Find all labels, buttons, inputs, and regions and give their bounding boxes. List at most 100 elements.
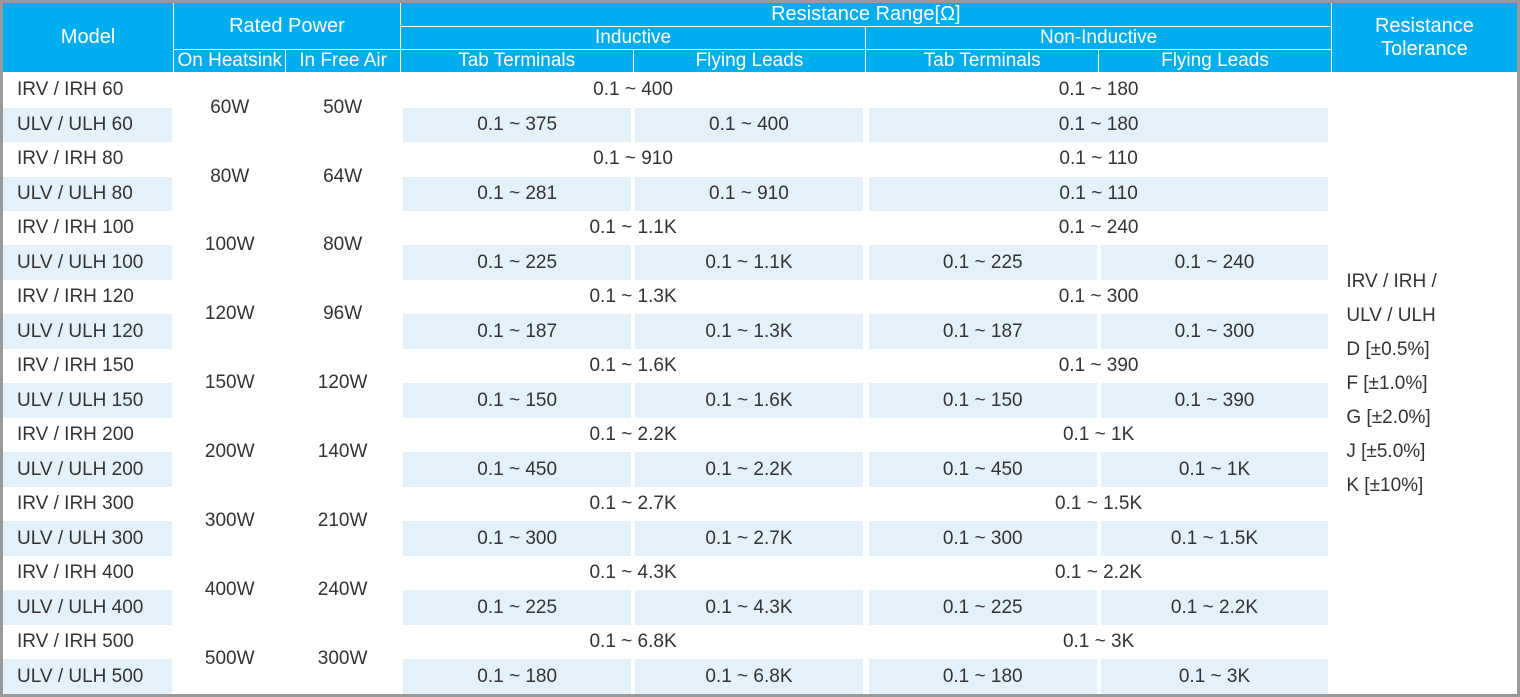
cell-non-inductive: 0.1 ~ 240 — [866, 211, 1332, 245]
cell-non-inductive: 0.1 ~ 110 — [866, 177, 1332, 211]
th-resistance-range: Resistance Range[Ω] — [400, 3, 1331, 27]
cell-inductive: 0.1 ~ 910 — [400, 142, 866, 176]
table-header: Model Rated Power Resistance Range[Ω] Re… — [3, 3, 1517, 73]
tolerance-cell: IRV / IRH /ULV / ULHD [±0.5%]F [±1.0%]G … — [1331, 73, 1517, 695]
th-nind-tab: Tab Terminals — [866, 50, 1099, 73]
cell-non-inductive: 0.1 ~ 390 — [866, 349, 1332, 383]
table-body: IRV / IRH 6060W50W0.1 ~ 4000.1 ~ 180IRV … — [3, 73, 1517, 695]
cell-ind-tab: 0.1 ~ 450 — [400, 452, 633, 486]
cell-inductive: 0.1 ~ 2.2K — [400, 418, 866, 452]
table-row: IRV / IRH 200200W140W0.1 ~ 2.2K0.1 ~ 1K — [3, 418, 1517, 452]
cell-model: ULV / ULH 60 — [3, 108, 174, 142]
cell-non-inductive: 0.1 ~ 3K — [866, 625, 1332, 659]
table-row: IRV / IRH 120120W96W0.1 ~ 1.3K0.1 ~ 300 — [3, 280, 1517, 314]
cell-free-air: 50W — [286, 73, 400, 143]
cell-heatsink: 120W — [174, 280, 286, 349]
cell-free-air: 80W — [286, 211, 400, 280]
cell-nind-tab: 0.1 ~ 300 — [866, 521, 1099, 555]
th-non-inductive: Non-Inductive — [866, 27, 1332, 50]
cell-ind-tab: 0.1 ~ 180 — [400, 659, 633, 694]
cell-model: IRV / IRH 200 — [3, 418, 174, 452]
th-model: Model — [3, 3, 174, 73]
cell-heatsink: 500W — [174, 625, 286, 694]
cell-heatsink: 300W — [174, 487, 286, 556]
cell-inductive: 0.1 ~ 6.8K — [400, 625, 866, 659]
cell-ind-tab: 0.1 ~ 300 — [400, 521, 633, 555]
cell-model: ULV / ULH 300 — [3, 521, 174, 555]
cell-ind-tab: 0.1 ~ 150 — [400, 383, 633, 417]
cell-ind-tab: 0.1 ~ 187 — [400, 314, 633, 348]
cell-model: IRV / IRH 80 — [3, 142, 174, 176]
cell-nind-fly: 0.1 ~ 2.2K — [1099, 590, 1332, 624]
cell-ind-tab: 0.1 ~ 225 — [400, 245, 633, 279]
th-ind-fly: Flying Leads — [633, 50, 866, 73]
th-nind-fly: Flying Leads — [1099, 50, 1332, 73]
cell-heatsink: 150W — [174, 349, 286, 418]
cell-ind-fly: 0.1 ~ 400 — [633, 108, 866, 142]
table-row: IRV / IRH 400400W240W0.1 ~ 4.3K0.1 ~ 2.2… — [3, 556, 1517, 590]
cell-inductive: 0.1 ~ 1.1K — [400, 211, 866, 245]
cell-ind-fly: 0.1 ~ 1.6K — [633, 383, 866, 417]
cell-ind-fly: 0.1 ~ 1.1K — [633, 245, 866, 279]
table-row: IRV / IRH 6060W50W0.1 ~ 4000.1 ~ 180IRV … — [3, 73, 1517, 108]
cell-model: IRV / IRH 60 — [3, 73, 174, 108]
cell-heatsink: 100W — [174, 211, 286, 280]
cell-heatsink: 80W — [174, 142, 286, 211]
cell-free-air: 96W — [286, 280, 400, 349]
cell-ind-fly: 0.1 ~ 2.2K — [633, 452, 866, 486]
table-row: IRV / IRH 300300W210W0.1 ~ 2.7K0.1 ~ 1.5… — [3, 487, 1517, 521]
cell-free-air: 240W — [286, 556, 400, 625]
table-row: IRV / IRH 8080W64W0.1 ~ 9100.1 ~ 110 — [3, 142, 1517, 176]
cell-non-inductive: 0.1 ~ 1.5K — [866, 487, 1332, 521]
cell-model: IRV / IRH 100 — [3, 211, 174, 245]
cell-model: ULV / ULH 80 — [3, 177, 174, 211]
cell-inductive: 0.1 ~ 2.7K — [400, 487, 866, 521]
cell-nind-tab: 0.1 ~ 187 — [866, 314, 1099, 348]
cell-model: ULV / ULH 200 — [3, 452, 174, 486]
cell-model: ULV / ULH 120 — [3, 314, 174, 348]
cell-ind-tab: 0.1 ~ 375 — [400, 108, 633, 142]
cell-ind-fly: 0.1 ~ 6.8K — [633, 659, 866, 694]
cell-free-air: 300W — [286, 625, 400, 694]
cell-model: IRV / IRH 150 — [3, 349, 174, 383]
th-rated-power: Rated Power — [174, 3, 401, 50]
cell-inductive: 0.1 ~ 1.6K — [400, 349, 866, 383]
cell-non-inductive: 0.1 ~ 2.2K — [866, 556, 1332, 590]
cell-model: ULV / ULH 150 — [3, 383, 174, 417]
th-on-heatsink: On Heatsink — [174, 50, 286, 73]
cell-nind-fly: 0.1 ~ 390 — [1099, 383, 1332, 417]
cell-non-inductive: 0.1 ~ 180 — [866, 73, 1332, 108]
cell-nind-fly: 0.1 ~ 240 — [1099, 245, 1332, 279]
cell-non-inductive: 0.1 ~ 1K — [866, 418, 1332, 452]
cell-model: ULV / ULH 100 — [3, 245, 174, 279]
cell-model: IRV / IRH 300 — [3, 487, 174, 521]
th-tolerance: Resistance Tolerance — [1331, 3, 1517, 73]
cell-heatsink: 400W — [174, 556, 286, 625]
cell-non-inductive: 0.1 ~ 180 — [866, 108, 1332, 142]
cell-free-air: 210W — [286, 487, 400, 556]
cell-nind-fly: 0.1 ~ 300 — [1099, 314, 1332, 348]
cell-nind-tab: 0.1 ~ 180 — [866, 659, 1099, 694]
cell-non-inductive: 0.1 ~ 300 — [866, 280, 1332, 314]
th-ind-tab: Tab Terminals — [400, 50, 633, 73]
cell-nind-fly: 0.1 ~ 1.5K — [1099, 521, 1332, 555]
table-row: IRV / IRH 500500W300W0.1 ~ 6.8K0.1 ~ 3K — [3, 625, 1517, 659]
cell-model: IRV / IRH 400 — [3, 556, 174, 590]
cell-inductive: 0.1 ~ 1.3K — [400, 280, 866, 314]
table-row: IRV / IRH 100100W80W0.1 ~ 1.1K0.1 ~ 240 — [3, 211, 1517, 245]
cell-ind-fly: 0.1 ~ 4.3K — [633, 590, 866, 624]
cell-inductive: 0.1 ~ 4.3K — [400, 556, 866, 590]
cell-nind-tab: 0.1 ~ 450 — [866, 452, 1099, 486]
cell-nind-tab: 0.1 ~ 225 — [866, 245, 1099, 279]
cell-heatsink: 200W — [174, 418, 286, 487]
cell-free-air: 64W — [286, 142, 400, 211]
cell-free-air: 140W — [286, 418, 400, 487]
cell-non-inductive: 0.1 ~ 110 — [866, 142, 1332, 176]
cell-ind-fly: 0.1 ~ 2.7K — [633, 521, 866, 555]
resistor-spec-table: Model Rated Power Resistance Range[Ω] Re… — [0, 0, 1520, 697]
cell-free-air: 120W — [286, 349, 400, 418]
cell-ind-tab: 0.1 ~ 281 — [400, 177, 633, 211]
cell-nind-fly: 0.1 ~ 3K — [1099, 659, 1332, 694]
th-in-free-air: In Free Air — [286, 50, 400, 73]
spec-table: Model Rated Power Resistance Range[Ω] Re… — [3, 3, 1517, 694]
